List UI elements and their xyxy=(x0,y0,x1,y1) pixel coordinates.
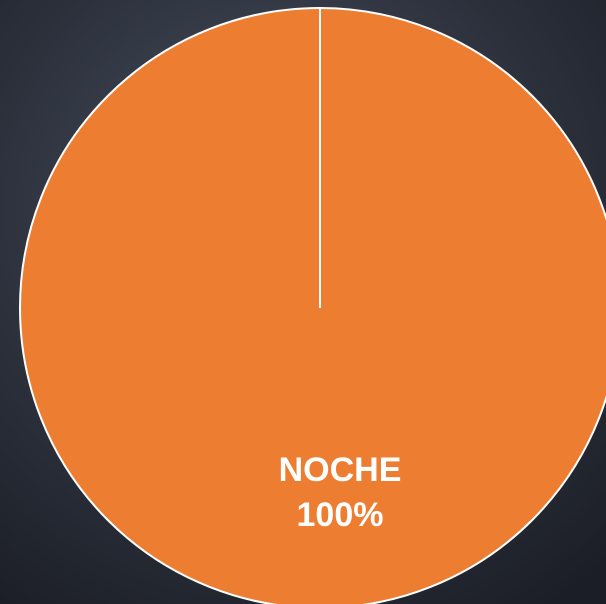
pie: NOCHE 100% xyxy=(19,7,606,604)
value-label: 100% xyxy=(297,496,384,534)
slice-label: NOCHE xyxy=(279,451,402,489)
